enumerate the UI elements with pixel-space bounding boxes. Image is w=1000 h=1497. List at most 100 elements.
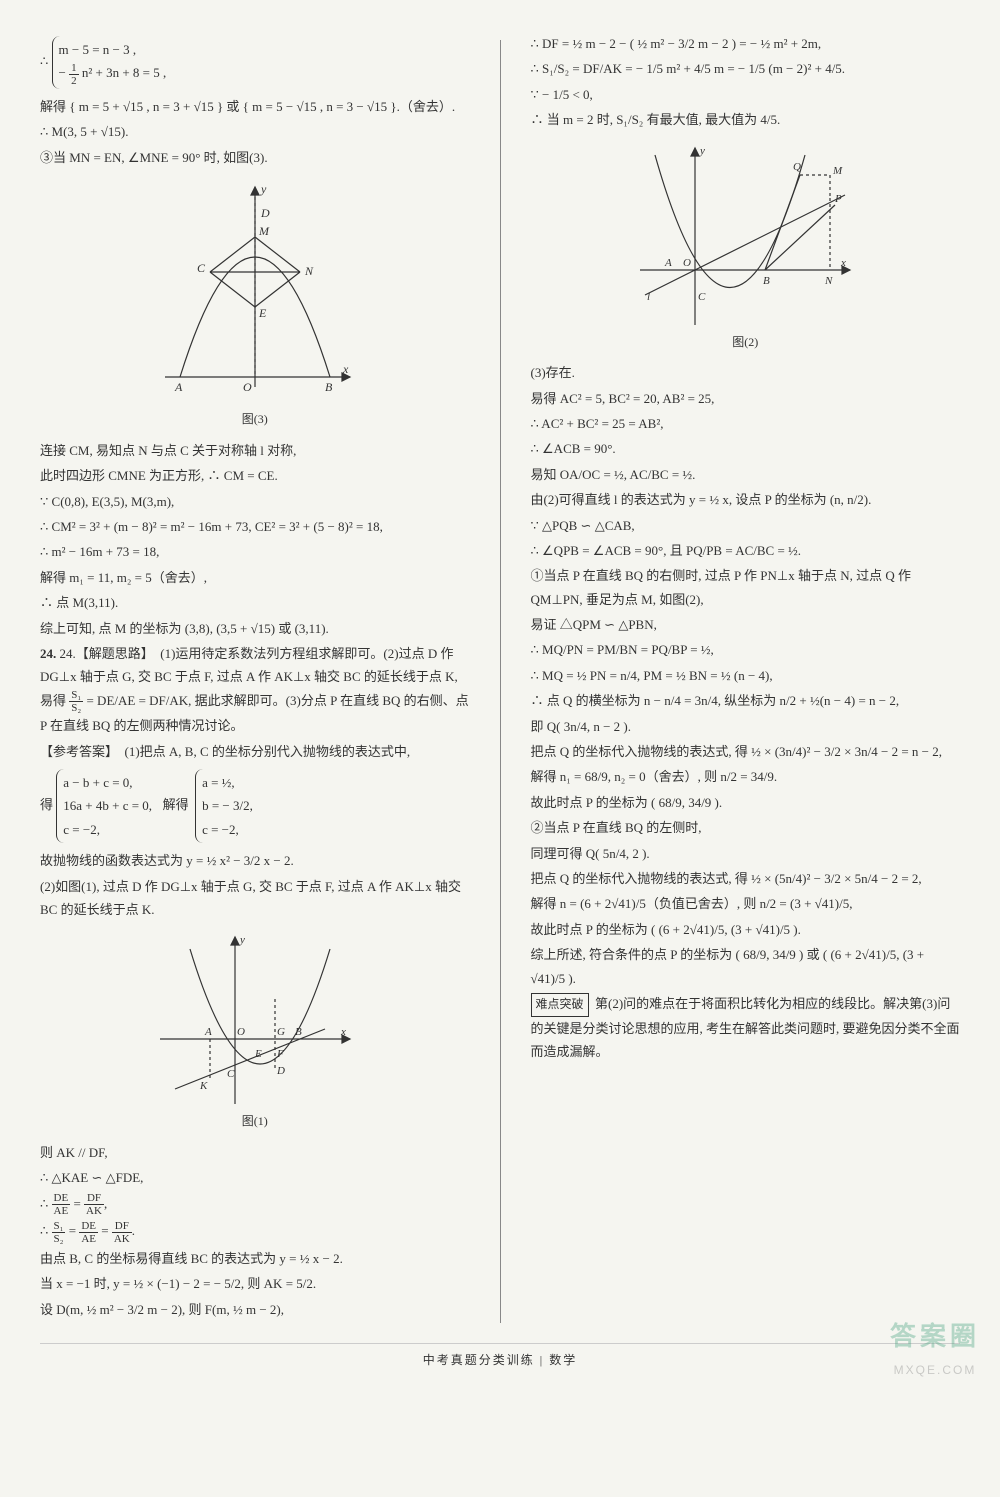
text-line: 易得 AC² = 5, BC² = 20, AB² = 25, — [531, 387, 961, 410]
hard-body: 第(2)问的难点在于将面积比转化为相应的线段比。解决第(3)问的关键是分类讨论思… — [531, 996, 960, 1059]
svg-text:G: G — [277, 1026, 285, 1038]
text-line: 解得 m₁ = 11, m₂ = 5（舍去）, — [40, 566, 470, 589]
analysis-text-2: = DE/AE = DF/AK, 据此求解即可。(3)分点 P 在直线 BQ 的… — [40, 693, 469, 734]
text-line: 解得 { m = 5 + √15 , n = 3 + √15 } 或 { m =… — [40, 95, 470, 118]
svg-text:B: B — [763, 275, 770, 287]
text-line: 由点 B, C 的坐标易得直线 BC 的表达式为 y = ½ x − 2. — [40, 1247, 470, 1270]
text-line: ∴ m − 5 = n − 3 , − 12 n² + 3n + 8 = 5 , — [40, 32, 470, 93]
text-line: ∴ m² − 16m + 73 = 18, — [40, 540, 470, 563]
page-footer: 中考真题分类训练 | 数学 — [40, 1343, 960, 1372]
text-line: 易证 △QPM ∽ △PBN, — [531, 613, 961, 636]
svg-text:y: y — [260, 182, 267, 196]
text-line: ∴ 点 M(3,11). — [40, 591, 470, 614]
text-line: ∴ △KAE ∽ △FDE, — [40, 1166, 470, 1189]
text-line: 解得 n₁ = 68/9, n₂ = 0（舍去）, 则 n/2 = 34/9. — [531, 765, 961, 788]
labels: A O B x y D M C N E — [174, 182, 349, 394]
svg-text:x: x — [342, 362, 349, 376]
system-brace: a − b + c = 0, 16a + 4b + c = 0, c = −2, — [56, 769, 156, 843]
system-brace: m − 5 = n − 3 , − 12 n² + 3n + 8 = 5 , — [52, 36, 171, 89]
text-line: ∵ C(0,8), E(3,5), M(3,m), — [40, 490, 470, 513]
system-brace: a = ½, b = − 3/2, c = −2, — [195, 769, 257, 843]
text-line: ∴ 点 Q 的横坐标为 n − n/4 = 3n/4, 纵坐标为 n/2 + ½… — [531, 689, 961, 712]
text-line: 当 x = −1 时, y = ½ × (−1) − 2 = − 5/2, 则 … — [40, 1272, 470, 1295]
system-pair: 得 a − b + c = 0, 16a + 4b + c = 0, c = −… — [40, 765, 470, 847]
text-line: ∴ MQ/PN = PM/BN = PQ/BP = ½, — [531, 638, 961, 661]
svg-text:O: O — [237, 1026, 245, 1038]
text-line: ∵ △PQB ∽ △CAB, — [531, 514, 961, 537]
svg-text:y: y — [699, 145, 705, 157]
figure-caption: 图(3) — [40, 409, 470, 431]
text-line: 故此时点 P 的坐标为 ( (6 + 2√41)/5, (3 + √41)/5 … — [531, 918, 961, 941]
column-divider — [500, 40, 501, 1323]
page: ∴ m − 5 = n − 3 , − 12 n² + 3n + 8 = 5 ,… — [40, 30, 960, 1323]
text-line: (2)如图(1), 过点 D 作 DG⊥x 轴于点 G, 交 BC 于点 F, … — [40, 875, 470, 922]
text-line: ∴ S₁/S₂ = DF/AK = − 1/5 m² + 4/5 m = − 1… — [531, 57, 961, 80]
question-24-analysis: 24. 24.【解题思路】 (1)运用待定系数法列方程组求解即可。(2)过点 D… — [40, 642, 470, 738]
svg-text:A: A — [204, 1026, 212, 1038]
text-line: 故抛物线的函数表达式为 y = ½ x² − 3/2 x − 2. — [40, 849, 470, 872]
figure-1: A O B x y C K E F G D 图(1) — [40, 929, 470, 1133]
svg-text:N: N — [304, 264, 314, 278]
text-line: 综上可知, 点 M 的坐标为 (3,8), (3,5 + √15) 或 (3,1… — [40, 617, 470, 640]
text-line: ∴ 当 m = 2 时, S₁/S₂ 有最大值, 最大值为 4/5. — [531, 108, 961, 131]
hard-label: 难点突破 — [531, 993, 589, 1017]
svg-text:E: E — [258, 306, 267, 320]
svg-text:P: P — [834, 193, 842, 205]
parabola-svg: A O B x y C K E F G D — [155, 929, 355, 1109]
text-line: ∴ DEAE = DFAK, — [40, 1192, 470, 1218]
svg-text:F: F — [276, 1048, 284, 1060]
svg-text:O: O — [243, 380, 252, 394]
svg-text:y: y — [239, 934, 245, 946]
text-line: ∴ CM² = 3² + (m − 8)² = m² − 16m + 73, C… — [40, 515, 470, 538]
text-line: ∴ ∠QPB = ∠ACB = 90°, 且 PQ/PB = AC/BC = ½… — [531, 539, 961, 562]
watermark: 答案圈 MXQE.COM — [890, 1313, 980, 1381]
svg-text:K: K — [199, 1080, 208, 1092]
text-line: ∴ MQ = ½ PN = n/4, PM = ½ BN = ½ (n − 4)… — [531, 664, 961, 687]
text-line: 故此时点 P 的坐标为 ( 68/9, 34/9 ). — [531, 791, 961, 814]
text-line: ②当点 P 在直线 BQ 的左侧时, — [531, 816, 961, 839]
svg-text:D: D — [276, 1065, 285, 1077]
svg-text:O: O — [683, 257, 691, 269]
svg-text:E: E — [254, 1048, 262, 1060]
text-line: ∴ DF = ½ m − 2 − ( ½ m² − 3/2 m − 2 ) = … — [531, 32, 961, 55]
svg-text:C: C — [227, 1068, 235, 1080]
svg-text:Q: Q — [793, 161, 801, 173]
text-line: ∴ ∠ACB = 90°. — [531, 437, 961, 460]
text-line: ∵ − 1/5 < 0, — [531, 83, 961, 106]
figure-caption: 图(2) — [531, 332, 961, 354]
left-column: ∴ m − 5 = n − 3 , − 12 n² + 3n + 8 = 5 ,… — [40, 30, 470, 1323]
watermark-url: MXQE.COM — [890, 1360, 980, 1382]
text-line: 综上所述, 符合条件的点 P 的坐标为 ( 68/9, 34/9 ) 或 ( (… — [531, 943, 961, 990]
text-line: 解得 n = (6 + 2√41)/5（负值已舍去）, 则 n/2 = (3 +… — [531, 892, 961, 915]
text-line: ③当 MN = EN, ∠MNE = 90° 时, 如图(3). — [40, 146, 470, 169]
text-line: ①当点 P 在直线 BQ 的右侧时, 过点 P 作 PN⊥x 轴于点 N, 过点… — [531, 564, 961, 611]
text-line: 把点 Q 的坐标代入抛物线的表达式, 得 ½ × (5n/4)² − 3/2 ×… — [531, 867, 961, 890]
text-line: ∴ S₁S₂ = DEAE = DFAK. — [40, 1219, 470, 1245]
text-line: ∴ M(3, 5 + √15). — [40, 120, 470, 143]
question-number: 24. — [40, 646, 56, 661]
text-line: 由(2)可得直线 l 的表达式为 y = ½ x, 设点 P 的坐标为 (n, … — [531, 488, 961, 511]
watermark-text: 答案圈 — [890, 1313, 980, 1360]
text-line: (3)存在. — [531, 361, 961, 384]
text-line: 同理可得 Q( 5n/4, 2 ). — [531, 842, 961, 865]
figure-3: A O B x y D M C N E 图(3) — [40, 177, 470, 431]
svg-text:C: C — [197, 261, 206, 275]
figure-caption: 图(1) — [40, 1111, 470, 1133]
svg-text:C: C — [698, 291, 706, 303]
text-line: 把点 Q 的坐标代入抛物线的表达式, 得 ½ × (3n/4)² − 3/2 ×… — [531, 740, 961, 763]
text-line: 易知 OA/OC = ½, AC/BC = ½. — [531, 463, 961, 486]
text-line: 此时四边形 CMNE 为正方形, ∴ CM = CE. — [40, 464, 470, 487]
text-line: ∴ AC² + BC² = 25 = AB², — [531, 412, 961, 435]
svg-text:x: x — [840, 257, 846, 269]
svg-text:B: B — [325, 380, 333, 394]
hard-point: 难点突破 第(2)问的难点在于将面积比转化为相应的线段比。解决第(3)问的关键是… — [531, 992, 961, 1063]
svg-text:M: M — [832, 165, 843, 177]
svg-text:N: N — [824, 275, 833, 287]
parabola-svg: A O B x y D M C N E — [155, 177, 355, 407]
parabola-svg: A O B C x y P Q M N l — [635, 140, 855, 330]
svg-text:M: M — [258, 224, 270, 238]
text-line: 连接 CM, 易知点 N 与点 C 关于对称轴 l 对称, — [40, 439, 470, 462]
text-line: 则 AK // DF, — [40, 1141, 470, 1164]
figure-2: A O B C x y P Q M N l 图(2) — [531, 140, 961, 354]
right-column: ∴ DF = ½ m − 2 − ( ½ m² − 3/2 m − 2 ) = … — [531, 30, 961, 1323]
